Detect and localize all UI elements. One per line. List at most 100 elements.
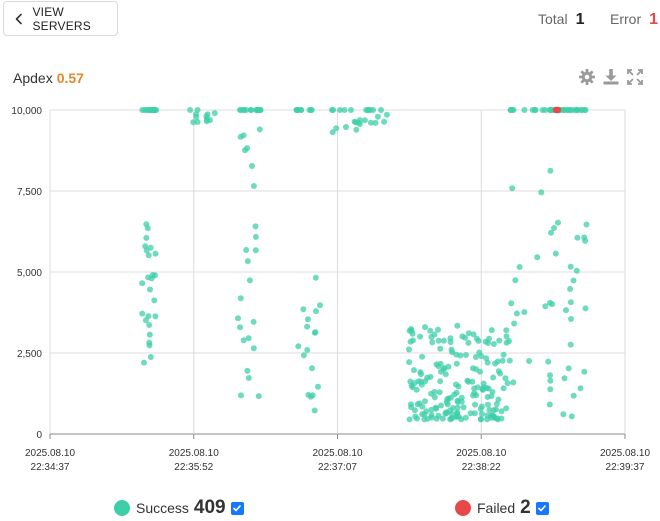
success-point [445,395,452,402]
success-point [469,365,476,372]
success-point [479,411,485,417]
success-point [568,316,574,322]
success-point [436,389,443,396]
success-point [246,277,253,284]
success-point [337,107,343,113]
success-point [510,379,517,386]
success-label: Success [136,500,189,516]
success-point [411,407,418,414]
success-point [548,229,554,236]
success-point [470,331,477,338]
success-point [304,316,311,323]
success-point [457,352,464,359]
success-point [437,345,444,352]
success-point [510,107,517,113]
success-point [459,333,466,340]
success-point [582,107,589,113]
success-point [381,118,388,125]
success-point [245,335,252,342]
x-tick-date: 2025.08.10 [456,448,506,459]
success-point [341,107,348,113]
legend-failed[interactable]: Failed 2 [455,497,549,519]
success-point [153,107,160,113]
success-point [141,359,147,366]
success-point [521,107,528,113]
success-point [244,145,251,152]
success-point [577,385,584,392]
success-point [152,250,159,257]
success-point [567,263,574,270]
download-icon[interactable] [602,68,620,86]
success-point [568,413,575,420]
success-point [495,368,502,375]
success-point [240,337,247,344]
success-point [146,342,153,349]
y-tick-label: 10,000 [11,106,42,117]
success-point [139,280,146,287]
success-point [428,414,435,421]
success-point [139,107,146,113]
success-point [483,355,490,362]
success-point [496,337,503,344]
success-point [504,380,511,387]
success-point [256,126,263,133]
success-point [411,367,417,374]
view-servers-button[interactable]: VIEW SERVERS [3,1,118,36]
success-point [565,365,572,372]
success-checkbox[interactable] [230,501,244,515]
success-point [139,310,146,317]
success-point [237,295,244,302]
success-point [479,386,486,393]
gear-icon[interactable] [578,68,596,86]
success-point [422,398,428,405]
success-point [190,119,197,126]
success-point [300,306,307,313]
success-point [573,267,580,274]
success-point [488,327,495,334]
success-point [250,345,257,352]
success-point [560,411,567,418]
success-point [478,353,485,360]
success-point [465,339,472,346]
success-point [493,401,500,407]
success-point [549,301,556,308]
success-point [458,398,465,405]
error-label: Error [610,11,642,27]
failed-checkbox[interactable] [535,501,549,515]
success-point [315,383,321,390]
success-point [503,405,510,412]
success-point [433,415,440,422]
error-value: 1 [649,11,659,28]
success-point [298,107,305,113]
success-point [408,326,415,332]
success-point [146,331,153,338]
success-point [440,337,447,344]
success-point [465,330,472,337]
success-point [429,339,436,346]
success-point [433,361,440,368]
x-tick-time: 22:38:22 [462,462,501,473]
success-point [574,107,581,113]
success-point [423,408,430,415]
success-point [492,360,499,367]
success-point [471,410,478,417]
success-point [546,401,553,408]
success-point [372,119,379,126]
success-point [482,338,489,345]
success-point [438,368,444,375]
x-tick-date: 2025.08.10 [312,448,362,459]
view-servers-label: VIEW SERVERS [32,4,91,33]
total-label: Total [538,11,568,27]
legend-success[interactable]: Success 409 [114,497,244,519]
success-point [506,357,513,364]
expand-icon[interactable] [626,68,644,86]
success-point [152,272,158,279]
success-point [293,107,300,113]
apdex-indicator: Apdex 0.57 [13,70,84,86]
success-point [255,393,262,400]
success-point [489,389,496,395]
success-point [421,416,428,423]
success-point [503,327,510,334]
success-point [512,277,519,284]
success-point [252,247,259,254]
